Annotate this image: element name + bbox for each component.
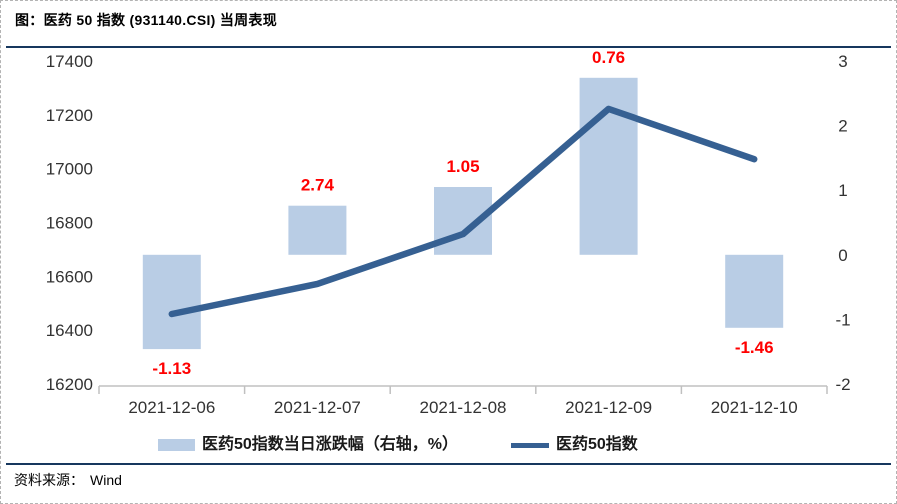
footer-divider xyxy=(6,463,891,465)
bar-data-label: 1.05 xyxy=(446,157,479,176)
y-axis-left-tick-label: 16800 xyxy=(46,214,93,233)
x-axis-label: 2021-12-09 xyxy=(565,398,652,417)
source-label: 资料来源： xyxy=(14,474,84,489)
source-value: Wind xyxy=(90,472,122,488)
x-axis-label: 2021-12-10 xyxy=(711,398,798,417)
bar-data-label: 0.76 xyxy=(592,48,625,67)
y-axis-right-tick-label: -1 xyxy=(835,310,850,329)
title-divider xyxy=(6,46,891,48)
y-axis-left-tick-label: 16200 xyxy=(46,375,93,394)
y-axis-left-tick-label: 17200 xyxy=(46,106,93,125)
legend-label-line-series: 医药50指数 xyxy=(556,436,638,453)
bar-data-label: 2.74 xyxy=(301,176,335,195)
y-axis-left-tick-label: 16400 xyxy=(46,321,93,340)
bar xyxy=(288,205,347,255)
y-axis-right-tick-label: 1 xyxy=(838,181,847,200)
y-axis-right-tick-label: -2 xyxy=(835,375,850,394)
x-axis-label: 2021-12-07 xyxy=(274,398,361,417)
x-axis-label: 2021-12-08 xyxy=(420,398,507,417)
y-axis-left-tick-label: 17000 xyxy=(46,160,93,179)
bar xyxy=(725,254,784,328)
legend: 医药50指数当日涨跌幅（右轴，%） 医药50指数 xyxy=(1,435,896,455)
legend-item-bar-series: 医药50指数当日涨跌幅（右轴，%） xyxy=(158,435,458,455)
line-series-swatch xyxy=(511,442,549,448)
legend-label-bar-series: 医药50指数当日涨跌幅（右轴，%） xyxy=(202,436,459,453)
index-line xyxy=(168,105,758,318)
source-note: 资料来源： Wind xyxy=(14,470,122,490)
x-axis-label: 2021-12-06 xyxy=(128,398,215,417)
bar-data-label: -1.46 xyxy=(735,338,774,357)
y-axis-left-tick-label: 17400 xyxy=(46,52,93,71)
bar-data-label: -1.13 xyxy=(152,359,191,378)
legend-item-line-series: 医药50指数 xyxy=(511,435,638,455)
y-axis-right-tick-label: 2 xyxy=(838,117,847,136)
bar xyxy=(579,77,638,255)
figure-title: 图：医药 50 指数 (931140.CSI) 当周表现 xyxy=(15,12,278,28)
y-axis-right-tick-label: 3 xyxy=(838,52,847,71)
bar xyxy=(142,254,201,350)
y-axis-left-tick-label: 16600 xyxy=(46,267,93,286)
y-axis-right-tick-label: 0 xyxy=(838,246,847,265)
bar-series-swatch xyxy=(158,439,195,451)
